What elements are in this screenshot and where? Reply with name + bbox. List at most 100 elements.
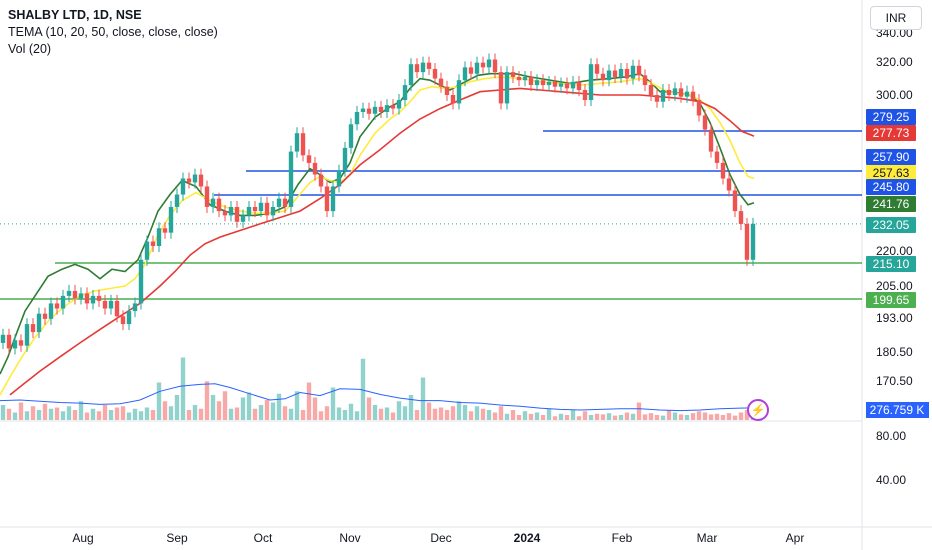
candle-body[interactable]	[138, 259, 144, 304]
candle-body[interactable]	[54, 303, 60, 309]
candle-body[interactable]	[0, 334, 6, 343]
candle-body[interactable]	[414, 64, 420, 73]
candle-body[interactable]	[72, 290, 78, 299]
candle-body[interactable]	[684, 91, 690, 97]
candle-body[interactable]	[192, 174, 198, 183]
candle-body[interactable]	[144, 241, 150, 260]
candle-body[interactable]	[120, 316, 126, 325]
candle-body[interactable]	[708, 129, 714, 152]
candle-body[interactable]	[510, 72, 516, 77]
indicator-tema-label[interactable]: TEMA (10, 20, 50, close, close, close)	[8, 25, 218, 39]
candle-body[interactable]	[282, 198, 288, 207]
indicator-volume-label[interactable]: Vol (20)	[8, 42, 52, 56]
candle-body[interactable]	[426, 62, 432, 69]
candle-body[interactable]	[36, 313, 42, 333]
candle-body[interactable]	[216, 198, 222, 212]
candle-body[interactable]	[132, 303, 138, 312]
candle-body[interactable]	[222, 211, 228, 216]
candle-body[interactable]	[660, 90, 666, 102]
candle-body[interactable]	[372, 106, 378, 114]
candle-body[interactable]	[486, 59, 492, 68]
candle-body[interactable]	[246, 206, 252, 216]
flash-icon[interactable]: ⚡	[747, 399, 769, 421]
candle-body[interactable]	[672, 88, 678, 95]
candle-body[interactable]	[174, 194, 180, 207]
candle-body[interactable]	[690, 91, 696, 101]
candle-body[interactable]	[366, 108, 372, 114]
candle-body[interactable]	[264, 202, 270, 216]
candle-body[interactable]	[534, 80, 540, 86]
candle-body[interactable]	[336, 170, 342, 187]
candle-body[interactable]	[642, 75, 648, 86]
candle-body[interactable]	[186, 178, 192, 183]
candle-body[interactable]	[258, 202, 264, 212]
candle-body[interactable]	[720, 162, 726, 179]
candle-body[interactable]	[126, 311, 132, 325]
candle-body[interactable]	[78, 293, 84, 299]
candle-body[interactable]	[576, 81, 582, 91]
candle-body[interactable]	[390, 105, 396, 109]
candle-body[interactable]	[714, 151, 720, 163]
candle-body[interactable]	[498, 72, 504, 104]
candle-body[interactable]	[276, 198, 282, 207]
candle-body[interactable]	[84, 293, 90, 304]
candle-body[interactable]	[312, 162, 318, 175]
candle-body[interactable]	[330, 186, 336, 212]
candle-body[interactable]	[528, 76, 534, 86]
candle-body[interactable]	[240, 215, 246, 222]
candle-body[interactable]	[42, 313, 48, 319]
candle-body[interactable]	[570, 81, 576, 89]
candle-body[interactable]	[102, 300, 108, 309]
candle-body[interactable]	[6, 334, 12, 349]
candle-body[interactable]	[654, 95, 660, 102]
candle-body[interactable]	[30, 324, 36, 333]
candle-body[interactable]	[750, 223, 756, 260]
candle-body[interactable]	[738, 211, 744, 224]
candle-body[interactable]	[156, 228, 162, 247]
candle-body[interactable]	[546, 81, 552, 86]
candle-body[interactable]	[702, 115, 708, 130]
candle-body[interactable]	[162, 228, 168, 233]
candle-body[interactable]	[402, 85, 408, 101]
candle-body[interactable]	[564, 83, 570, 89]
candle-body[interactable]	[462, 67, 468, 81]
candle-body[interactable]	[552, 81, 558, 87]
candle-body[interactable]	[732, 190, 738, 212]
candle-body[interactable]	[594, 64, 600, 74]
candle-body[interactable]	[648, 85, 654, 95]
candle-body[interactable]	[558, 83, 564, 87]
candle-body[interactable]	[480, 62, 486, 68]
candle-body[interactable]	[354, 112, 360, 125]
candle-body[interactable]	[318, 174, 324, 187]
candle-body[interactable]	[666, 90, 672, 95]
candle-body[interactable]	[18, 340, 24, 346]
candle-body[interactable]	[306, 155, 312, 163]
candle-body[interactable]	[66, 290, 72, 296]
candle-body[interactable]	[468, 67, 474, 74]
candle-body[interactable]	[420, 62, 426, 73]
candle-body[interactable]	[384, 105, 390, 113]
candle-body[interactable]	[294, 133, 300, 152]
candle-body[interactable]	[438, 78, 444, 87]
candle-body[interactable]	[612, 70, 618, 77]
candle-body[interactable]	[378, 106, 384, 113]
candle-body[interactable]	[600, 73, 606, 81]
candle-body[interactable]	[582, 90, 588, 101]
candle-body[interactable]	[630, 65, 636, 79]
candle-body[interactable]	[180, 178, 186, 195]
candle-body[interactable]	[396, 100, 402, 109]
candle-body[interactable]	[636, 65, 642, 76]
candle-body[interactable]	[504, 72, 510, 104]
candle-body[interactable]	[618, 68, 624, 77]
candle-body[interactable]	[288, 151, 294, 207]
candle-body[interactable]	[12, 340, 18, 349]
candle-body[interactable]	[300, 133, 306, 156]
candle-body[interactable]	[516, 76, 522, 81]
candle-body[interactable]	[606, 70, 612, 81]
candle-body[interactable]	[456, 80, 462, 104]
candle-body[interactable]	[540, 80, 546, 86]
candle-body[interactable]	[342, 147, 348, 171]
candle-body[interactable]	[90, 295, 96, 304]
candle-body[interactable]	[168, 206, 174, 233]
